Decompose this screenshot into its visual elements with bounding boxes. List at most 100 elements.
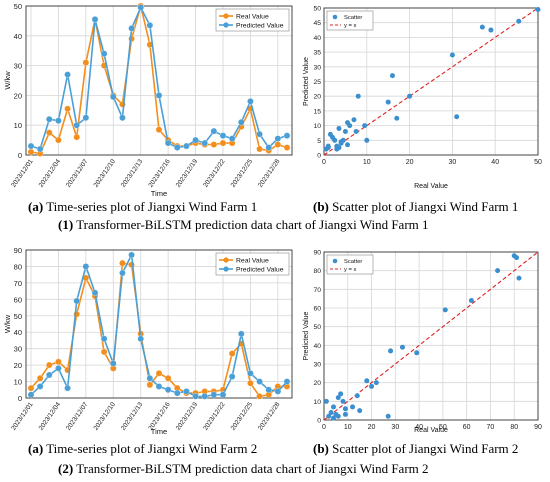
x-tick-label: 2023/12/19	[175, 158, 200, 189]
y-tick-label: 20	[14, 91, 22, 100]
scatter-panel-2: 0 10 20 30 40 50 60 70 80 90 0 10 20 30 40 50 60 70 80 90 Sc…	[300, 240, 550, 436]
axes-frame	[25, 249, 293, 399]
real-value-point	[283, 144, 291, 151]
y-tick-label: 60	[14, 295, 22, 304]
caption-letter: (a)	[28, 441, 44, 456]
scatter-point	[326, 413, 332, 419]
x-tick-label: 2023/12/22	[202, 158, 227, 189]
scatter-point	[325, 145, 331, 151]
legend-label: Scatter	[344, 15, 362, 21]
x-tick-label: 20	[368, 424, 376, 431]
y-tick-label: 10	[313, 123, 321, 130]
predicted-value-point	[119, 269, 126, 277]
axes-frame	[25, 5, 293, 156]
y-tick-label: 20	[313, 94, 321, 101]
legend-marker	[332, 258, 338, 264]
legend-marker	[223, 266, 229, 272]
real-value-point	[27, 384, 35, 392]
x-tick-label: 0	[322, 424, 326, 431]
y-tick-label: 10	[313, 399, 321, 406]
scatter-point	[331, 404, 337, 410]
y-tick-label: 15	[313, 108, 321, 115]
x-tick-label: 30	[449, 159, 457, 166]
y-tick-label: 30	[14, 345, 22, 354]
scatter-panel-1: 0 5 10 15 20 25 30 35 40 45 50 0 10 20 30 40 50 Scatter y …	[300, 0, 550, 198]
x-tick-label: 0	[322, 159, 326, 166]
scatter-point	[479, 24, 485, 30]
caption-timeseries-2: (a) Time-series plot of Jiangxi Wind Far…	[28, 442, 257, 455]
scatter-point	[350, 404, 356, 410]
y-tick-label: 0	[18, 394, 22, 403]
x-tick-label: 10	[363, 159, 371, 166]
x-axis-label: Real Value	[414, 183, 448, 190]
y-tick-label: 50	[313, 324, 321, 331]
caption-timeseries-1: (a) Time-series plot of Jiangxi Wind Far…	[28, 200, 257, 213]
predicted-value-point	[183, 388, 190, 395]
axes-frame	[323, 251, 539, 421]
timeseries-chart-1: 0 10 20 30 40 50 2023/12/01 2023/12/04 2023/12/0…	[3, 2, 293, 198]
predicted-value-point	[265, 144, 272, 151]
x-tick-label: 50	[439, 424, 447, 431]
predicted-value-point	[247, 98, 254, 105]
predicted-value-point	[164, 139, 172, 147]
predicted-value-point	[36, 383, 44, 390]
caption-text: Scatter plot of Jiangxi Wind Farm 1	[332, 199, 519, 214]
scatter-point	[468, 298, 474, 304]
predicted-value-point	[64, 384, 71, 392]
real-value-point	[82, 59, 90, 66]
x-tick-label: 2023/12/13	[120, 401, 145, 432]
predicted-value-point	[110, 360, 117, 367]
legend-box	[215, 8, 290, 32]
x-tick-label: 60	[463, 424, 471, 431]
predicted-value-point	[283, 378, 291, 385]
scatter-point	[353, 128, 359, 134]
predicted-value-point	[64, 71, 71, 78]
predicted-value-point	[128, 251, 135, 259]
caption-letter: (b)	[313, 441, 329, 456]
x-tick-label: 80	[510, 424, 518, 431]
real-value-point	[256, 393, 263, 400]
predicted-value-point	[192, 393, 199, 400]
y-tick-label: 30	[313, 64, 321, 71]
y-tick-label: 60	[313, 306, 321, 313]
x-axis-label: Real Value	[414, 427, 448, 434]
y-tick-label: 40	[313, 343, 321, 350]
caption-text: Time-series plot of Jiangxi Wind Farm 2	[46, 441, 258, 456]
real-value-point	[219, 139, 227, 147]
predicted-value-point	[155, 92, 163, 99]
y-tick-label: 40	[14, 328, 22, 337]
predicted-value-point	[238, 118, 245, 126]
legend-marker	[223, 13, 229, 19]
x-tick-label: 2023/12/13	[120, 158, 145, 189]
y-tick-label: 80	[14, 262, 22, 271]
predicted-value-point	[210, 391, 218, 398]
predicted-value-point	[82, 263, 90, 270]
scatter-point	[394, 115, 400, 121]
real-value-point	[128, 261, 135, 269]
legend-label: Real Value	[236, 258, 269, 265]
predicted-value-point	[146, 22, 154, 29]
scatter-point	[336, 145, 342, 151]
x-tick-label: 2023/12/07	[65, 401, 90, 432]
real-value-point	[210, 141, 218, 148]
predicted-value-point	[73, 297, 80, 305]
predicted-value-point	[137, 4, 144, 11]
scatter-point	[345, 142, 351, 148]
scatter-point	[385, 99, 391, 105]
legend-label: y = x	[344, 23, 357, 29]
y-axis-label: Predicted Value	[303, 57, 310, 106]
scatter-point	[342, 128, 348, 134]
predicted-value-point	[91, 289, 99, 297]
x-tick-label: 2023/12/01	[10, 158, 35, 189]
x-axis-label: Time	[151, 427, 167, 436]
x-tick-label: 2023/12/07	[65, 158, 90, 189]
legend-box	[215, 252, 290, 276]
scatter-point	[389, 73, 395, 79]
real-value-point	[55, 136, 62, 144]
predicted-value-point	[46, 371, 53, 379]
legend-marker	[223, 22, 229, 28]
plot-area	[324, 252, 538, 420]
y-axis-label: W/kw	[3, 71, 12, 90]
x-tick-label: 40	[415, 424, 423, 431]
